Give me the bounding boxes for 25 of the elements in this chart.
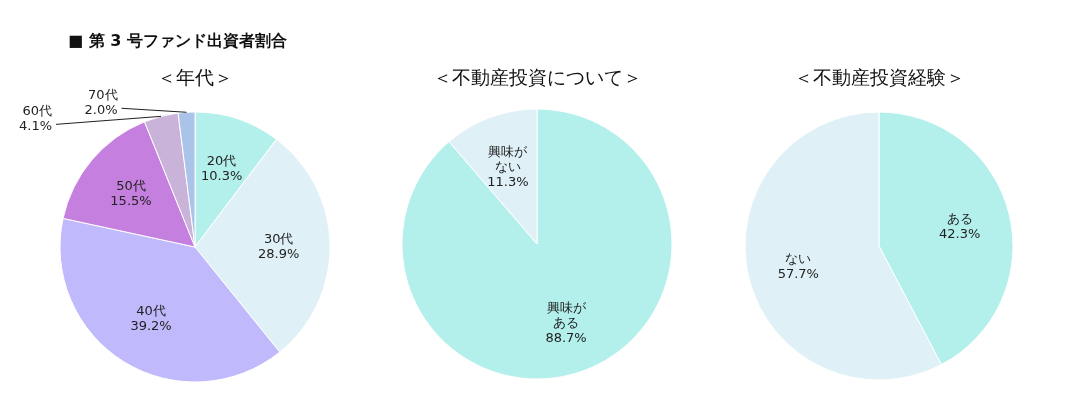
slice-label: 50代 <box>115 178 147 194</box>
data-label: 42.3% <box>938 226 981 242</box>
slice-label: ない <box>784 250 813 266</box>
text: ■ 第 3 号ファンド出資者割合 <box>68 31 287 50</box>
pie-slice <box>401 108 673 380</box>
chart-title: ＜不動産投資について＞ <box>432 66 642 88</box>
slice-label: 30代 <box>262 230 295 246</box>
data-label: 15.5% <box>110 193 152 209</box>
slice-label: 60代 <box>21 103 53 119</box>
data-label: 10.3% <box>200 167 243 183</box>
slice-label: ある <box>945 211 974 227</box>
data-label: 2.0% <box>83 102 118 118</box>
slice-label: 興味がある <box>545 299 587 330</box>
slice-label: 40代 <box>135 303 167 319</box>
data-label: 39.2% <box>130 318 172 334</box>
data-label: 28.9% <box>257 245 300 261</box>
data-label: 57.7% <box>777 265 820 281</box>
slice-label: 20代 <box>205 152 238 168</box>
slice-label: 70代 <box>86 87 118 103</box>
data-label: 4.1% <box>18 118 53 134</box>
data-label: 88.7% <box>545 329 587 345</box>
data-label: 11.3% <box>487 173 529 189</box>
slice-label: 興味がない <box>487 143 529 174</box>
chart-title: ＜年代＞ <box>157 66 233 88</box>
chart-title: ＜不動産投資経験＞ <box>793 66 965 88</box>
